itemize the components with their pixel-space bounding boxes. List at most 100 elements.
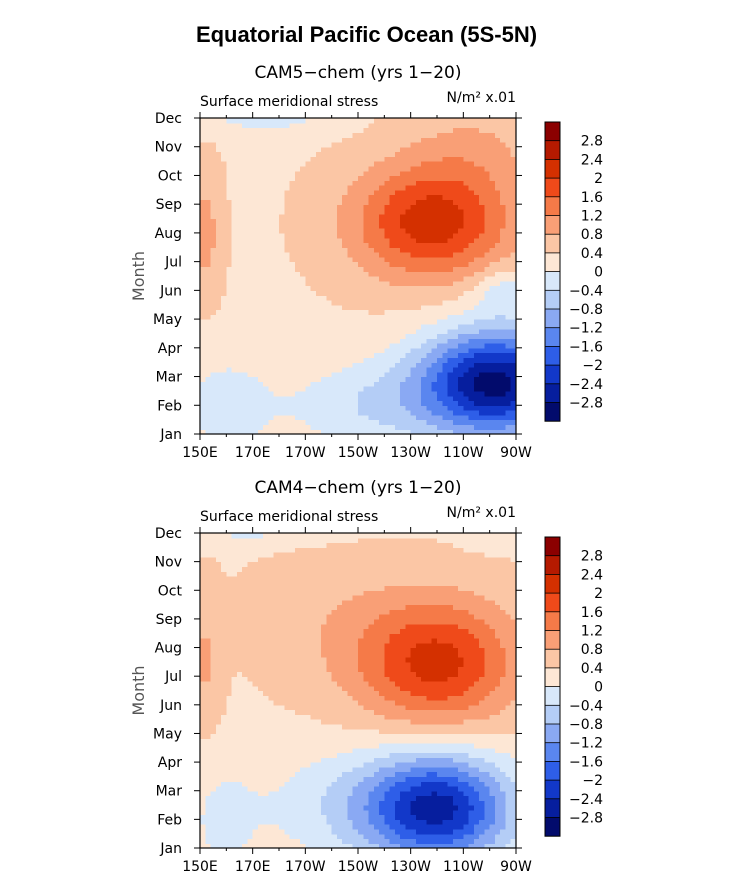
contour-cell [510,141,517,148]
contour-cell [379,165,385,172]
contour-cell [468,146,475,153]
contour-cell [252,733,259,739]
contour-cell [315,276,322,282]
contour-cell [289,323,296,330]
contour-cell [252,419,259,426]
contour-cell [426,122,433,129]
contour-cell [210,328,217,335]
contour-cell [215,800,222,806]
contour-cell [394,280,401,287]
contour-cell [284,132,291,138]
contour-cell [505,410,512,416]
contour-cell [284,242,291,248]
contour-cell [447,285,454,291]
contour-cell [284,314,291,320]
contour-cell [384,151,391,157]
contour-cell [310,161,317,167]
contour-cell [210,604,217,610]
contour-cell [405,309,412,315]
contour-cell [284,299,291,306]
contour-cell [426,362,433,368]
contour-cell [431,424,438,430]
contour-cell [442,175,449,181]
contour-cell [421,304,428,311]
contour-cell [400,314,406,320]
contour-cell [421,151,428,157]
contour-cell [363,165,370,172]
contour-cell [247,132,254,138]
contour-cell [384,213,391,220]
contour-cell [210,213,217,220]
contour-cell [442,141,449,148]
contour-cell [326,237,333,244]
contour-cell [347,161,354,167]
contour-cell [215,338,222,344]
contour-cell [358,132,364,138]
contour-cell [215,657,222,663]
contour-cell [468,237,475,244]
contour-cell [405,323,412,330]
contour-cell [215,695,222,701]
contour-cell [247,743,254,749]
contour-cell [473,290,480,296]
contour-cell [331,357,338,363]
contour-cell [347,333,354,339]
contour-cell [473,165,480,172]
y-tick-label: Dec [155,111,182,127]
contour-cell [273,165,280,172]
contour-cell [236,386,243,392]
contour-cell [405,228,412,234]
contour-cell [389,141,396,148]
contour-cell [268,657,275,663]
contour-cell [247,223,254,229]
contour-cell [342,319,349,325]
contour-cell [431,323,438,330]
contour-cell [379,429,385,435]
contour-cell [231,695,238,701]
contour-cell [247,376,254,382]
contour-cell [352,127,359,133]
contour-cell [221,386,227,392]
contour-cell [268,170,275,177]
contour-cell [263,733,270,739]
contour-cell [326,285,333,291]
contour-cell [268,165,275,172]
contour-cell [247,338,254,344]
contour-cell [489,400,496,406]
contour-cell [336,204,343,210]
contour-cell [358,213,364,220]
contour-cell [426,347,433,354]
contour-cell [221,266,227,272]
contour-cell [437,118,443,124]
contour-cell [400,429,406,435]
contour-cell [221,304,227,311]
contour-cell [379,280,385,287]
contour-cell [494,180,501,186]
contour-cell [273,175,280,181]
contour-cell [431,309,438,315]
contour-cell [221,700,227,706]
contour-cell [263,118,270,124]
contour-cell [257,276,264,282]
contour-cell [394,170,401,177]
contour-cell [400,151,406,157]
contour-cell [221,657,227,663]
contour-cell [268,213,275,220]
contour-cell [347,223,354,229]
contour-cell [315,386,322,392]
contour-cell [468,366,475,373]
contour-cell [426,276,433,282]
contour-cell [484,170,491,177]
contour-cell [468,362,475,368]
contour-cell [400,252,406,258]
contour-cell [363,405,370,411]
contour-cell [384,390,391,397]
contour-cell [305,414,312,421]
contour-cell [494,247,501,253]
contour-cell [273,180,280,186]
contour-cell [479,304,485,311]
contour-cell [458,309,464,315]
contour-field [200,533,517,849]
contour-cell [331,328,338,335]
contour-cell [326,194,333,200]
